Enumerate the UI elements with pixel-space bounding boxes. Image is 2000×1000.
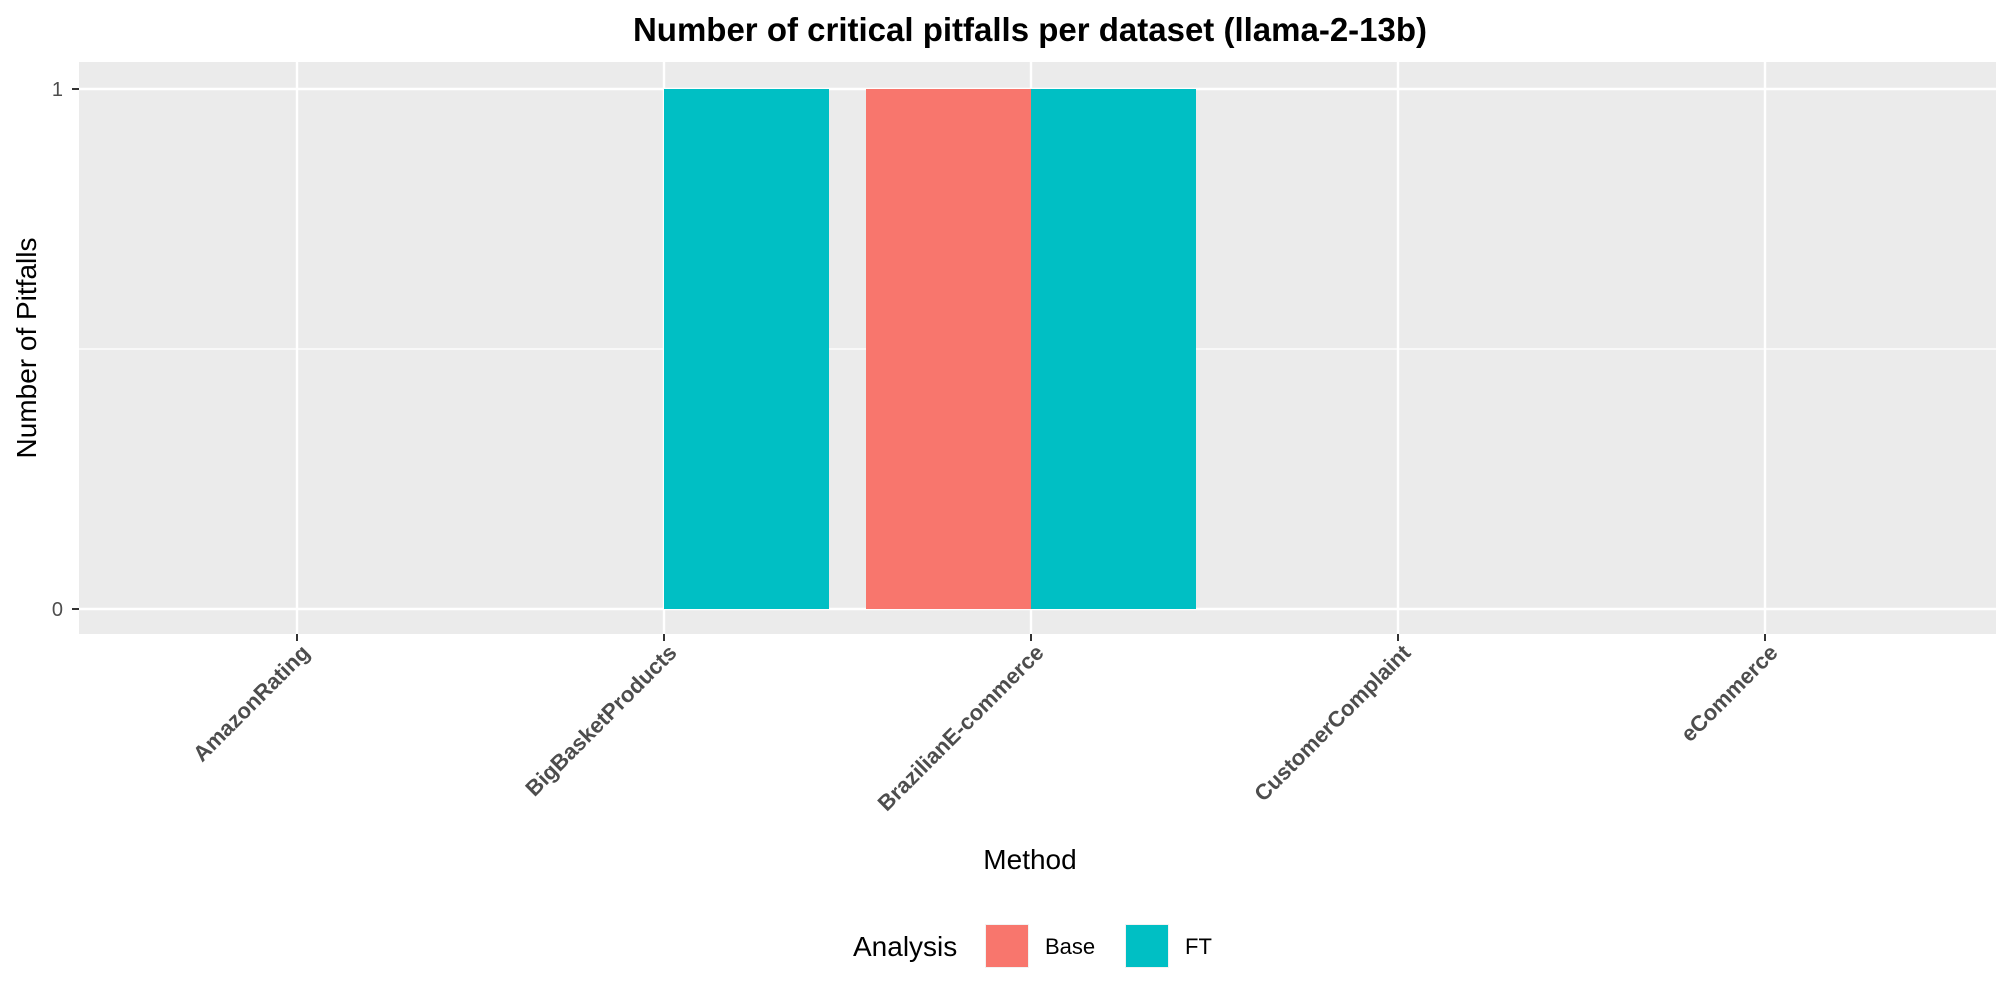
legend-key-ft (1126, 925, 1168, 967)
legend-label-ft: FT (1185, 934, 1212, 959)
y-axis: 01 (52, 79, 79, 621)
legend-title: Analysis (853, 931, 957, 962)
legend-label-base: Base (1045, 934, 1095, 959)
y-axis-title: Number of Pitfalls (11, 238, 42, 459)
bar-ft-bigbasketproducts (664, 89, 829, 609)
y-tick-label: 1 (52, 79, 63, 101)
x-axis-title: Method (983, 844, 1076, 875)
y-tick-label: 0 (52, 599, 63, 621)
legend-key-base (986, 925, 1028, 967)
bar-base-braziliane-commerce (866, 89, 1031, 609)
bars (664, 89, 1196, 609)
chart-title: Number of critical pitfalls per dataset … (633, 11, 1427, 48)
legend: Analysis Base FT (853, 924, 1212, 968)
bar-ft-braziliane-commerce (1031, 89, 1196, 609)
